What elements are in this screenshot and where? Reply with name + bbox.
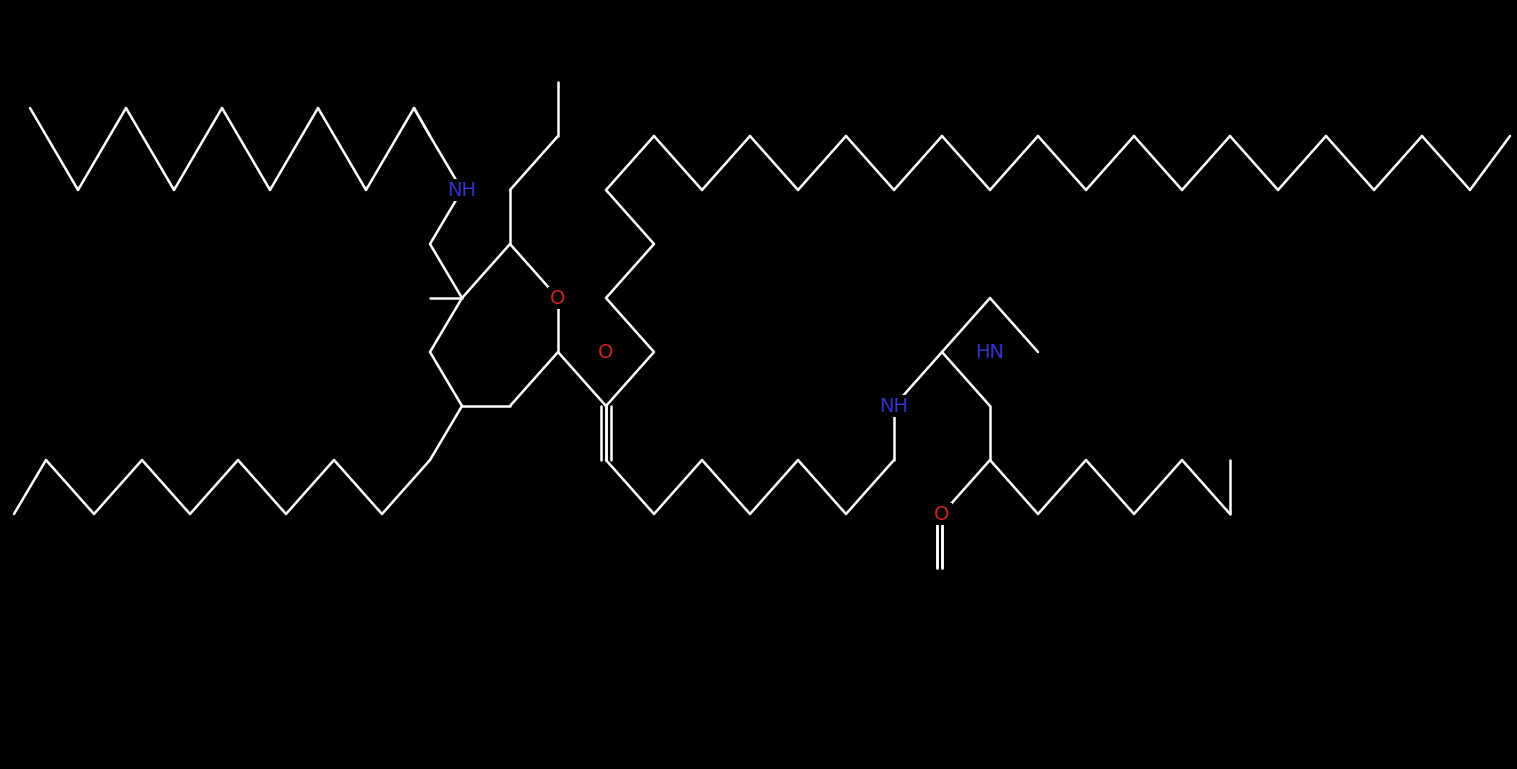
Text: NH: NH (880, 397, 909, 415)
Text: O: O (598, 342, 614, 361)
Text: O: O (934, 504, 950, 524)
Text: HN: HN (975, 342, 1004, 361)
Text: NH: NH (448, 181, 476, 199)
Text: O: O (551, 288, 566, 308)
